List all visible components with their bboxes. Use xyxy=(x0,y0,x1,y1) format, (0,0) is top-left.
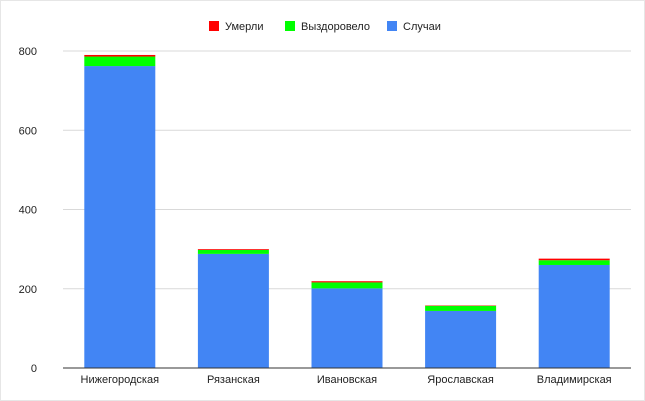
x-tick-label: Рязанская xyxy=(207,374,260,386)
bar-segment-deaths[interactable] xyxy=(538,258,610,261)
bar-segment-deaths[interactable] xyxy=(311,281,383,283)
bar-segment-recovered[interactable] xyxy=(425,305,497,311)
bar-segment-recovered[interactable] xyxy=(84,56,156,67)
bar-segment-deaths[interactable] xyxy=(84,54,156,57)
legend-label: Случаи xyxy=(403,21,441,33)
legend-swatch xyxy=(209,21,219,31)
bar-segment-deaths[interactable] xyxy=(197,249,269,250)
x-tick-label: Владимирская xyxy=(537,374,612,386)
legend-swatch xyxy=(285,21,295,31)
bar-segment-recovered[interactable] xyxy=(538,260,610,265)
bar-segment-cases[interactable] xyxy=(538,264,610,368)
y-tick-label: 0 xyxy=(31,363,37,375)
legend-label: Выздоровело xyxy=(301,21,370,33)
bar-segment-cases[interactable] xyxy=(425,310,497,368)
bar-segment-recovered[interactable] xyxy=(311,282,383,289)
legend-swatch xyxy=(387,21,397,31)
x-tick-label: Ярославская xyxy=(427,374,494,386)
legend: Умерли Выздоровело Случаи xyxy=(209,21,441,33)
axis-layer: 0 200 400 600 800 Нижегородская Рязанская Ивано… xyxy=(19,46,631,386)
x-tick-label: Нижегородская xyxy=(81,374,160,386)
y-tick-label: 800 xyxy=(19,46,37,58)
x-tick-label: Ивановская xyxy=(317,374,377,386)
bar-segment-cases[interactable] xyxy=(84,66,156,369)
bar-segment-cases[interactable] xyxy=(197,253,269,368)
bar-segment-recovered[interactable] xyxy=(197,249,269,254)
y-tick-label: 200 xyxy=(19,284,37,296)
legend-label: Умерли xyxy=(225,21,263,33)
bar-segment-cases[interactable] xyxy=(311,288,383,368)
bars-layer xyxy=(84,54,610,369)
y-tick-label: 400 xyxy=(19,205,37,217)
y-tick-label: 600 xyxy=(19,125,37,137)
